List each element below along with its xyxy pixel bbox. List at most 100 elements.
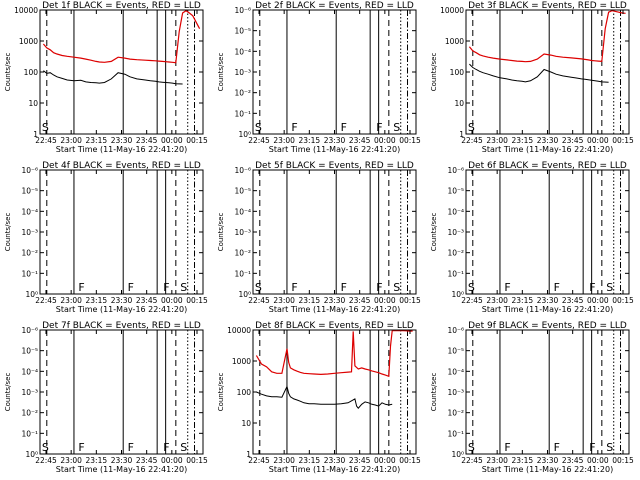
phase-marker-label: F bbox=[554, 281, 560, 294]
y-tick-label: 10⁻² bbox=[21, 249, 38, 258]
y-axis-label: Counts/sec bbox=[217, 213, 225, 252]
phase-marker-label: F bbox=[554, 441, 560, 454]
y-tick-label: 10⁻⁵ bbox=[234, 27, 251, 36]
y-tick-label: 10⁻⁵ bbox=[234, 187, 251, 196]
y-tick-label: 10⁰ bbox=[25, 290, 38, 299]
series-line-events bbox=[43, 70, 183, 85]
y-tick-label: 10⁻⁶ bbox=[21, 166, 38, 175]
y-tick-label: 10⁻⁴ bbox=[234, 47, 251, 56]
panel-title: Det 8f BLACK = Events, RED = LLD bbox=[255, 321, 414, 331]
x-tick-label: 23:15 bbox=[512, 456, 534, 465]
plot-frame bbox=[39, 329, 204, 455]
y-axis-label: Counts/sec bbox=[430, 373, 438, 412]
y-axis-label: Counts/sec bbox=[4, 53, 12, 92]
y-tick-label: 10⁻² bbox=[21, 409, 38, 418]
x-tick-label: 00:00 bbox=[587, 456, 609, 465]
plot-frame bbox=[39, 169, 204, 295]
y-tick-label: 10⁰ bbox=[25, 450, 38, 459]
x-axis-label: Start Time (11-May-16 22:41:20) bbox=[482, 145, 613, 154]
phase-marker-label: S bbox=[42, 121, 49, 134]
y-tick-label: 10⁻⁵ bbox=[447, 347, 464, 356]
x-tick-label: 00:00 bbox=[161, 456, 183, 465]
plot-frame bbox=[252, 169, 417, 295]
x-tick-label: 00:00 bbox=[374, 296, 396, 305]
x-tick-label: 00:15 bbox=[399, 296, 421, 305]
phase-marker-label: F bbox=[341, 121, 347, 134]
y-tick-label: 100 bbox=[237, 388, 252, 397]
y-tick-label: 10⁰ bbox=[451, 290, 464, 299]
y-tick-label: 100 bbox=[450, 68, 465, 77]
y-tick-label: 10000 bbox=[227, 326, 251, 335]
x-tick-label: 00:00 bbox=[587, 296, 609, 305]
y-tick-label: 10⁻⁴ bbox=[234, 207, 251, 216]
y-tick-label: 10⁻⁴ bbox=[21, 207, 38, 216]
y-tick-label: 10⁻³ bbox=[21, 388, 38, 397]
x-tick-label: 23:30 bbox=[111, 456, 133, 465]
x-tick-label: 23:30 bbox=[324, 136, 346, 145]
x-axis-label: Start Time (11-May-16 22:41:20) bbox=[269, 145, 400, 154]
x-tick-label: 23:15 bbox=[86, 456, 108, 465]
y-tick-label: 10⁻¹ bbox=[21, 429, 38, 438]
y-tick-label: 10000 bbox=[440, 6, 464, 15]
y-tick-label: 10⁻³ bbox=[447, 388, 464, 397]
y-tick-label: 10⁻¹ bbox=[234, 109, 251, 118]
x-tick-label: 23:30 bbox=[324, 296, 346, 305]
panel-title: Det 6f BLACK = Events, RED = LLD bbox=[468, 161, 627, 171]
panel-title: Det 9f BLACK = Events, RED = LLD bbox=[468, 321, 627, 331]
x-axis-label: Start Time (11-May-16 22:41:20) bbox=[56, 465, 187, 474]
series-line-lld bbox=[42, 9, 201, 64]
plot-frame bbox=[465, 169, 630, 295]
phase-marker-label: F bbox=[589, 441, 595, 454]
phase-marker-label: F bbox=[78, 441, 84, 454]
x-tick-label: 22:45 bbox=[461, 456, 483, 465]
y-tick-label: 10⁰ bbox=[238, 130, 251, 139]
y-tick-label: 1000 bbox=[19, 37, 38, 46]
phase-marker-label: S bbox=[255, 281, 262, 294]
y-tick-label: 10 bbox=[241, 419, 251, 428]
x-tick-label: 22:45 bbox=[461, 136, 483, 145]
x-tick-label: 23:45 bbox=[136, 136, 158, 145]
y-tick-label: 10⁻¹ bbox=[21, 269, 38, 278]
x-tick-label: 23:30 bbox=[111, 136, 133, 145]
phase-marker-label: S bbox=[393, 121, 400, 134]
plot-frame bbox=[465, 329, 630, 455]
x-tick-label: 00:15 bbox=[186, 296, 208, 305]
x-tick-label: 00:15 bbox=[186, 136, 208, 145]
x-tick-label: 23:30 bbox=[324, 456, 346, 465]
x-tick-label: 22:45 bbox=[248, 136, 270, 145]
phase-marker-label: F bbox=[589, 281, 595, 294]
y-tick-label: 10⁰ bbox=[451, 450, 464, 459]
x-tick-label: 23:00 bbox=[60, 136, 82, 145]
y-tick-label: 1 bbox=[33, 130, 38, 139]
x-tick-label: 22:45 bbox=[35, 136, 57, 145]
y-tick-label: 10⁻² bbox=[234, 89, 251, 98]
x-tick-label: 00:15 bbox=[399, 456, 421, 465]
phase-marker-label: F bbox=[291, 281, 297, 294]
x-tick-label: 22:45 bbox=[461, 296, 483, 305]
x-tick-label: 00:15 bbox=[186, 456, 208, 465]
y-tick-label: 10⁻³ bbox=[21, 228, 38, 237]
x-tick-label: 23:00 bbox=[273, 296, 295, 305]
x-tick-label: 23:15 bbox=[299, 136, 321, 145]
y-tick-label: 10⁻⁶ bbox=[447, 326, 464, 335]
y-tick-label: 10⁻⁵ bbox=[21, 347, 38, 356]
panel-title: Det 5f BLACK = Events, RED = LLD bbox=[255, 161, 414, 171]
phase-marker-label: F bbox=[78, 281, 84, 294]
x-tick-label: 00:00 bbox=[161, 136, 183, 145]
x-tick-label: 23:45 bbox=[136, 456, 158, 465]
x-tick-label: 23:00 bbox=[60, 296, 82, 305]
y-axis-label: Counts/sec bbox=[430, 53, 438, 92]
x-tick-label: 23:45 bbox=[349, 136, 371, 145]
y-tick-label: 10⁻² bbox=[234, 249, 251, 258]
plot-frame bbox=[252, 329, 417, 455]
x-tick-label: 23:15 bbox=[86, 296, 108, 305]
plot-frame bbox=[252, 9, 417, 135]
y-tick-label: 10⁰ bbox=[238, 290, 251, 299]
x-tick-label: 23:15 bbox=[512, 136, 534, 145]
